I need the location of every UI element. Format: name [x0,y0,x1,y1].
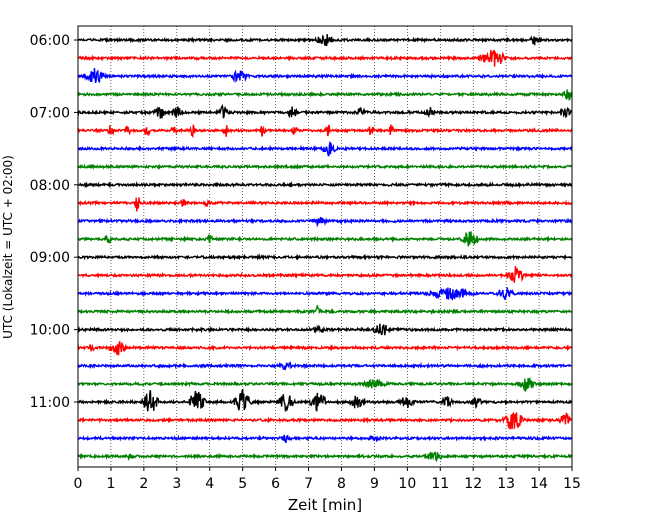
x-tick-label: 15 [563,476,581,492]
seismogram-trace [77,67,573,84]
x-tick-label: 14 [530,476,548,492]
seismogram-trace [77,434,573,443]
x-tick-label: 8 [337,476,346,492]
seismogram-trace [77,253,573,261]
seismogram-trace [77,162,573,170]
seismogram-trace [77,197,573,212]
y-tick-label: 07:00 [30,105,70,121]
seismogram-trace [77,361,573,371]
y-axis-ticks: 06:00 07:00 08:00 09:00 10:00 11:00 [30,33,78,411]
x-axis-title: Zeit [min] [288,496,362,514]
seismogram-trace [77,305,573,316]
x-tick-label: 10 [398,476,416,492]
seismogram-trace [77,388,573,412]
seismogram-trace [77,141,573,157]
seismogram-trace [77,341,573,356]
x-tick-label: 13 [497,476,515,492]
trace-group [77,34,573,463]
seismogram-trace [77,103,573,119]
seismogram-trace [77,216,573,228]
y-tick-label: 06:00 [30,33,70,49]
seismogram-trace [77,265,573,283]
x-tick-label: 12 [464,476,482,492]
x-tick-label: 5 [238,476,247,492]
y-tick-label: 10:00 [30,323,70,339]
x-tick-label: 0 [74,476,83,492]
y-axis-title: UTC (Lokalzeit = UTC + 02:00) [1,155,15,339]
seismogram-trace [77,230,573,247]
seismogram-trace [77,451,573,463]
seismogram-trace [77,377,573,393]
seismogram-trace [77,411,573,431]
x-tick-label: 3 [172,476,181,492]
seismogram-trace [77,89,573,101]
x-axis-ticks: 0 1 2 3 4 5 6 7 8 9 10 11 12 13 14 15 [74,467,581,492]
seismogram-trace [77,323,573,336]
x-tick-label: 9 [370,476,379,492]
x-tick-label: 4 [205,476,214,492]
seismogram-trace [77,124,573,138]
x-tick-label: 2 [139,476,148,492]
y-tick-label: 11:00 [30,395,70,411]
seismogram-trace [77,34,573,47]
seismogram-trace [77,287,573,301]
seismogram-trace [77,49,573,67]
x-tick-label: 11 [431,476,449,492]
seismogram-trace [77,180,573,189]
y-tick-label: 08:00 [30,178,70,194]
x-tick-label: 1 [106,476,115,492]
x-tick-label: 7 [304,476,313,492]
plot-frame [77,25,573,468]
x-tick-label: 6 [271,476,280,492]
y-tick-label: 09:00 [30,250,70,266]
